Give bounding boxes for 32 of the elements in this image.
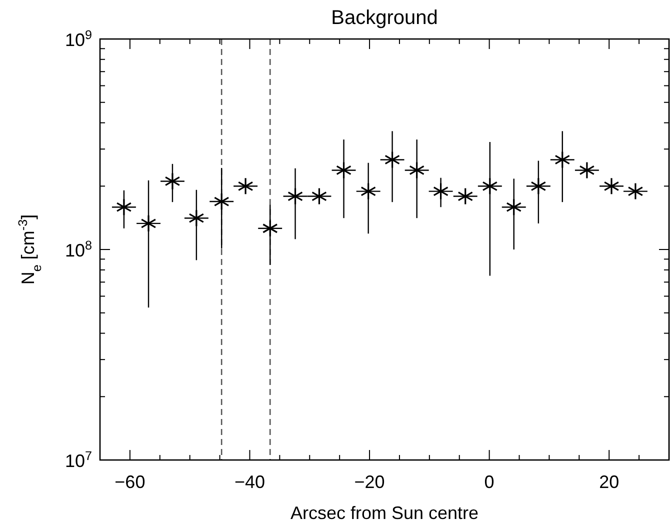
- y-tick-label: 10$^{9}$: [64, 28, 92, 50]
- x-tick-label: −20: [354, 472, 385, 492]
- y-tick-label: 10$^{8}$: [64, 238, 92, 260]
- point: [188, 209, 204, 227]
- point: [311, 187, 327, 206]
- point: [482, 177, 498, 195]
- point: [384, 150, 400, 169]
- point: [116, 198, 132, 216]
- point: [262, 220, 278, 238]
- x-tick-label: −40: [234, 472, 266, 492]
- y-tick-label: 10$^{7}$: [64, 449, 92, 471]
- point: [360, 182, 376, 200]
- point: [433, 182, 449, 200]
- point: [530, 177, 546, 195]
- x-tick-label: 20: [599, 472, 620, 492]
- point: [579, 161, 595, 180]
- point: [214, 192, 230, 210]
- point: [506, 198, 522, 216]
- x-tick-label: −60: [114, 472, 146, 492]
- chart-title: Background: [331, 7, 438, 29]
- point: [554, 150, 570, 169]
- point: [164, 172, 180, 190]
- point: [458, 187, 474, 206]
- point: [409, 161, 425, 180]
- point: [604, 177, 620, 195]
- point: [288, 187, 303, 206]
- point: [628, 182, 644, 200]
- point: [140, 214, 156, 232]
- x-tick-label: 0: [484, 472, 494, 492]
- x-axis-title: Arcsec from Sun centre: [290, 503, 479, 523]
- point: [238, 177, 254, 195]
- point: [336, 161, 352, 180]
